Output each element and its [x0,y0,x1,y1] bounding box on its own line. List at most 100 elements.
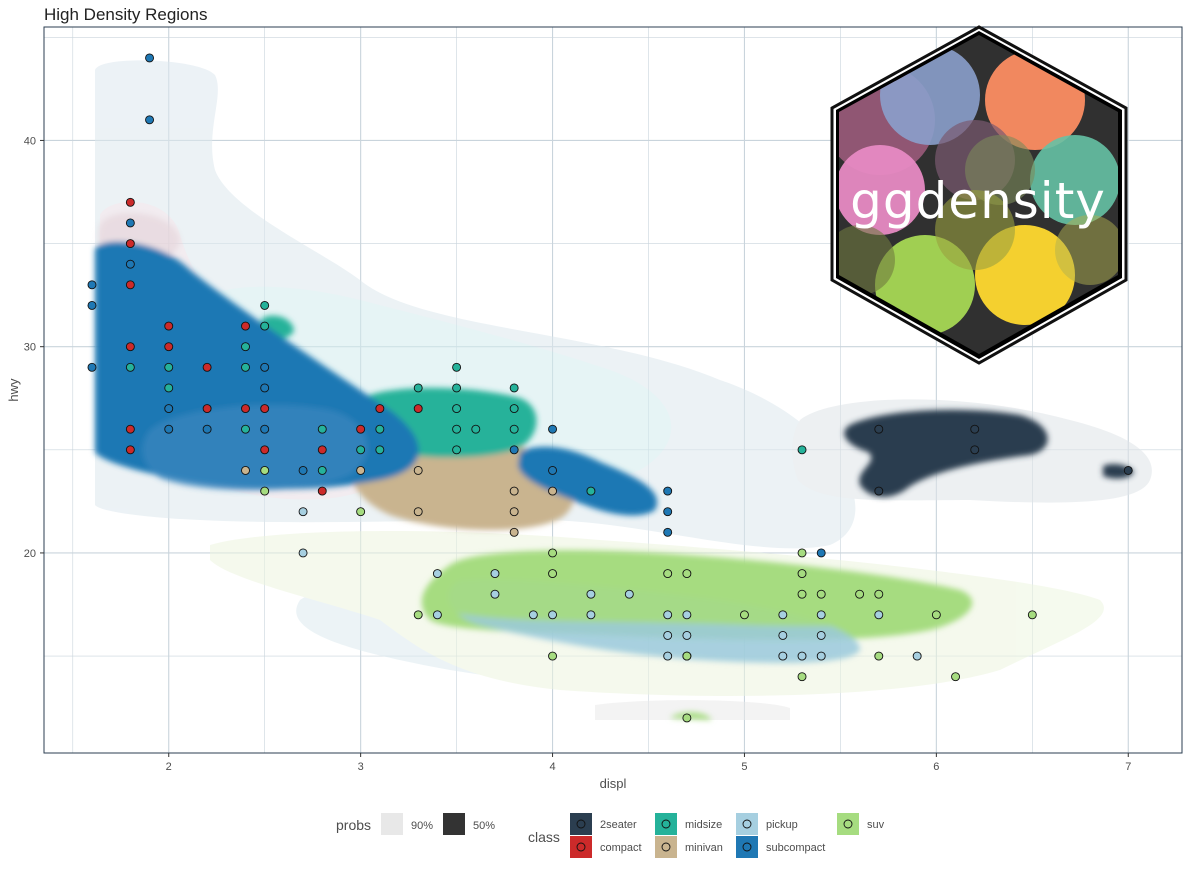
point-compact [202,404,212,414]
legend-key-point-2seater [576,819,586,829]
legend-label-2seater: 2seater [600,819,637,831]
x-tick-label: 6 [933,761,939,773]
point-2seater [970,445,980,455]
point-minivan [356,465,366,475]
point-compact [125,424,135,434]
region-suv-90b [595,700,790,720]
region-subcompact-50b [518,446,658,516]
point-suv [740,610,749,620]
legend-label-compact: compact [600,842,642,854]
point-midsize [509,404,519,414]
point-pickup [586,589,596,599]
point-subcompact [548,465,557,475]
legend-key-point-compact [576,842,586,852]
point-suv [682,651,692,661]
legend-probs: probs 90% 50% [336,813,495,835]
point-midsize [586,486,596,496]
chart-title: High Density Regions [44,5,207,24]
point-pickup [682,630,692,640]
region-50-layer [95,213,1134,720]
point-compact [375,404,385,414]
point-subcompact [125,259,135,269]
legend-key-point-pickup [742,819,752,829]
point-midsize [356,445,366,455]
point-pickup [816,610,826,620]
point-compact [125,197,135,207]
region-suv-50c [670,712,712,720]
point-compact [125,239,135,249]
point-subcompact [87,280,97,290]
point-midsize [452,362,462,372]
x-tick-label: 2 [166,761,172,773]
point-pickup [490,569,500,579]
point-minivan [509,507,519,517]
legend-probs-swatch-90 [381,813,403,835]
logo-text: ggdensity [850,172,1106,230]
point-pickup [663,610,673,620]
point-pickup [490,589,500,599]
point-compact [125,342,135,352]
x-tick-label: 3 [358,761,364,773]
point-subcompact [260,424,270,434]
x-axis-ticks: 2 3 4 5 6 7 [166,753,1131,773]
point-compact [317,445,327,455]
point-pickup [432,610,442,620]
point-midsize [164,383,174,393]
point-suv [931,610,941,620]
point-subcompact [663,507,673,517]
point-compact [356,424,366,434]
point-pickup [624,589,634,599]
point-subcompact [260,383,270,393]
point-pickup [778,630,788,640]
point-midsize [241,362,250,372]
point-compact [164,342,174,352]
point-subcompact [509,445,519,455]
point-midsize [164,362,174,372]
point-suv [797,548,807,558]
point-suv [797,589,807,599]
point-compact [202,362,212,372]
legend-label-pickup: pickup [766,819,798,831]
point-pickup [797,651,807,661]
point-subcompact [298,465,308,475]
point-pickup [778,651,788,661]
point-subcompact [87,362,97,372]
x-axis-label: displ [600,776,627,791]
legend-label-suv: suv [867,819,885,831]
point-pickup [816,630,826,640]
point-compact [164,321,174,331]
point-midsize [471,424,481,434]
point-subcompact [125,218,135,228]
point-midsize [452,404,462,414]
point-pickup [298,507,308,517]
point-midsize [452,383,462,393]
y-tick-label: 40 [24,135,36,147]
point-pickup [298,548,308,558]
point-minivan [509,527,519,537]
legend-probs-label-50: 50% [473,820,495,832]
point-suv [1027,610,1037,620]
region-suv-50b [440,561,969,627]
point-subcompact [164,404,174,414]
point-pickup [432,569,442,579]
legend-class-items: 2seater compact midsize minivan pickup subcom… [570,813,885,858]
point-pickup [663,651,673,661]
point-compact [125,280,135,290]
point-subcompact [663,486,673,496]
legend: probs 90% 50% class 2seater compact midsiz… [336,813,885,858]
point-minivan [413,507,423,517]
point-midsize [260,321,270,331]
point-subcompact [260,362,270,372]
point-midsize [260,300,270,310]
point-minivan [413,465,423,475]
point-pickup [528,610,538,620]
point-compact [317,486,327,496]
legend-class: class 2seater compact midsize minivan pickup… [528,813,885,858]
point-subcompact [145,53,154,63]
legend-key-point-subcompact [742,842,752,852]
point-compact [241,404,250,414]
point-pickup [778,610,788,620]
point-compact [125,445,135,455]
point-suv [874,589,884,599]
